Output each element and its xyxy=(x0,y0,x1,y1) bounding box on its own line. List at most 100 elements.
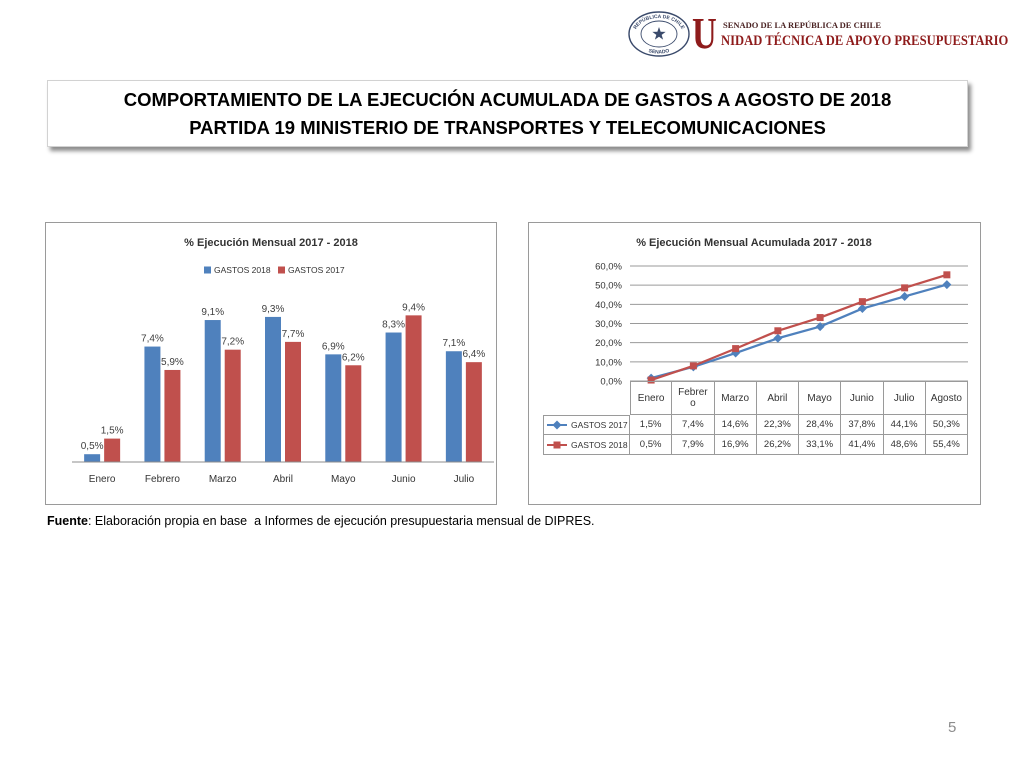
line-marker-gastos-2018-mayo xyxy=(816,314,824,322)
bar-gastos-2018-abril xyxy=(265,316,281,462)
slide-title-line2: PARTIDA 19 MINISTERIO DE TRANSPORTES Y T… xyxy=(189,116,826,138)
bar-x-tick-label-abril: Abril xyxy=(273,474,293,485)
table-legend-gastos-2017: GASTOS 2017 xyxy=(543,415,630,435)
line-marker-gastos-2017-mayo xyxy=(815,322,825,332)
table-value-gastos-2018-mayo: 33,1% xyxy=(799,435,842,455)
bar-chart-plot: 0,5% 1,5% Enero 7,4% 5,9% Febrero 9,1% 7,2% Marz… xyxy=(72,302,494,485)
line-y-tick-label-10: 10,0% xyxy=(595,357,622,368)
table-value-gastos-2017-mayo: 28,4% xyxy=(799,415,842,435)
table-value-gastos-2017-junio: 37,8% xyxy=(841,415,884,435)
table-header-agosto: Agosto xyxy=(925,381,968,415)
line-y-tick-label-40: 40,0% xyxy=(595,300,622,311)
table-header-enero-text: Enero xyxy=(637,392,665,404)
bar-data-label-gastos-2017-febrero: 5,9% xyxy=(161,357,184,368)
line-chart-data-table: Enero Febrero Marzo Abril Mayo Junio Julio Agos… xyxy=(543,381,968,455)
bar-gastos-2018-julio xyxy=(445,351,462,462)
bar-gastos-2017-junio xyxy=(405,315,422,462)
table-value-gastos-2017-junio-text: 37,8% xyxy=(848,419,876,430)
bar-x-tick-label-febrero: Febrero xyxy=(145,474,180,485)
bar-chart-canvas: % Ejecución Mensual 2017 - 2018 GASTOS 2… xyxy=(72,237,494,485)
bar-gastos-2017-febrero xyxy=(164,369,181,462)
bar-legend-label-gastos-2018: GASTOS 2018 xyxy=(214,265,271,275)
table-legend-gastos-2018: GASTOS 2018 xyxy=(543,435,630,455)
table-header-junio: Junio xyxy=(841,381,884,415)
bar-data-label-gastos-2017-abril: 7,7% xyxy=(282,329,305,340)
bar-x-tick-label-enero: Enero xyxy=(89,474,116,485)
bar-gastos-2017-abril xyxy=(285,341,301,462)
line-series-gastos-2018 xyxy=(650,273,948,382)
bar-data-label-gastos-2018-marzo: 9,1% xyxy=(201,307,224,318)
bar-data-label-gastos-2018-julio: 7,1% xyxy=(442,338,465,349)
bar-data-label-gastos-2018-febrero: 7,4% xyxy=(141,334,164,345)
line-marker-gastos-2017-junio xyxy=(857,304,867,314)
table-legend-marker-gastos-2018 xyxy=(553,441,561,448)
bar-data-label-gastos-2017-marzo: 7,2% xyxy=(221,337,244,348)
line-marker-gastos-2017-marzo xyxy=(731,348,741,358)
line-marker-gastos-2018-enero xyxy=(647,376,655,384)
bar-x-tick-label-julio: Julio xyxy=(454,474,475,485)
table-value-gastos-2017-agosto-text: 50,3% xyxy=(932,419,960,430)
bar-chart-legend: GASTOS 2018 GASTOS 2017 xyxy=(204,265,345,275)
bar-x-tick-label-junio: Junio xyxy=(392,474,416,485)
table-value-gastos-2018-julio: 48,6% xyxy=(883,435,926,455)
table-value-gastos-2017-abril: 22,3% xyxy=(756,415,799,435)
org-name-line1: SENADO DE LA REPÚBLICA DE CHILE xyxy=(723,20,881,30)
line-marker-gastos-2018-agosto xyxy=(943,271,951,279)
table-legend-marker-gastos-2017 xyxy=(552,420,562,430)
seal-bottom-text-wrap: SENADO xyxy=(648,48,670,55)
table-header-marzo: Marzo xyxy=(714,381,757,415)
source-text: : Elaboración propia en base a Informes … xyxy=(87,514,595,528)
table-value-gastos-2017-febrero-text: 7,4% xyxy=(682,419,704,430)
bar-data-label-gastos-2017-enero: 1,5% xyxy=(101,426,124,437)
line-y-tick-label-50: 50,0% xyxy=(595,281,622,292)
table-legend-label-gastos-2018: GASTOS 2018 xyxy=(571,439,628,450)
line-marker-gastos-2017-abril xyxy=(773,333,783,343)
table-value-gastos-2018-mayo-text: 33,1% xyxy=(806,439,834,450)
table-legend-key-gastos-2017 xyxy=(547,420,567,430)
bar-gastos-2017-enero xyxy=(104,438,121,462)
bar-x-tick-label-marzo: Marzo xyxy=(209,474,237,485)
table-header-mayo: Mayo xyxy=(799,381,842,415)
table-corner xyxy=(543,381,630,415)
table-value-gastos-2018-febrero-text: 7,9% xyxy=(682,439,704,450)
table-value-gastos-2017-enero-text: 1,5% xyxy=(639,419,662,430)
table-value-gastos-2018-abril-text: 26,2% xyxy=(763,439,791,450)
table-header-marzo-text: Marzo xyxy=(721,392,750,404)
bar-chart-title: % Ejecución Mensual 2017 - 2018 xyxy=(184,237,358,249)
table-value-gastos-2017-abril-text: 22,3% xyxy=(763,419,791,430)
table-header-junio-text: Junio xyxy=(849,392,874,404)
table-value-gastos-2017-mayo-text: 28,4% xyxy=(806,419,834,430)
table-legend-key-gastos-2018 xyxy=(547,441,567,448)
table-header-abril-text: Abril xyxy=(767,392,788,404)
bar-legend-swatch-gastos-2017 xyxy=(278,266,285,274)
table-value-gastos-2018-marzo: 16,9% xyxy=(714,435,757,455)
line-marker-gastos-2018-febrero xyxy=(689,362,697,370)
seal-inner-ring xyxy=(640,20,678,48)
bar-gastos-2017-julio xyxy=(465,362,482,462)
bar-gastos-2018-enero xyxy=(84,454,101,462)
bar-data-label-gastos-2018-junio: 8,3% xyxy=(382,320,405,331)
table-value-gastos-2017-julio: 44,1% xyxy=(883,415,926,435)
line-marker-gastos-2017-agosto xyxy=(942,280,952,290)
slide-title-box: COMPORTAMIENTO DE LA EJECUCIÓN ACUMULADA… xyxy=(47,80,968,147)
bar-gastos-2018-febrero xyxy=(144,346,161,462)
table-value-gastos-2018-junio-text: 41,4% xyxy=(848,439,876,450)
bar-data-label-gastos-2018-mayo: 6,9% xyxy=(322,341,345,352)
bar-data-label-gastos-2017-junio: 9,4% xyxy=(402,302,425,313)
table-header-julio-text: Julio xyxy=(893,392,915,404)
line-y-tick-label-20: 20,0% xyxy=(595,338,622,349)
table-value-gastos-2017-febrero: 7,4% xyxy=(672,415,715,435)
bar-data-label-gastos-2018-enero: 0,5% xyxy=(81,441,104,452)
table-value-gastos-2017-marzo: 14,6% xyxy=(714,415,757,435)
cumulative-execution-line-chart: % Ejecución Mensual Acumulada 2017 - 201… xyxy=(528,222,981,505)
monthly-execution-bar-chart: % Ejecución Mensual 2017 - 2018 GASTOS 2… xyxy=(45,222,497,505)
table-value-gastos-2017-julio-text: 44,1% xyxy=(890,419,918,430)
line-series-gastos-2017 xyxy=(650,283,948,380)
bar-gastos-2018-mayo xyxy=(325,354,342,462)
table-value-gastos-2017-agosto: 50,3% xyxy=(925,415,968,435)
table-header-abril: Abril xyxy=(756,381,799,415)
table-header-julio: Julio xyxy=(883,381,926,415)
table-value-gastos-2018-agosto-text: 55,4% xyxy=(932,439,960,450)
table-value-gastos-2018-marzo-text: 16,9% xyxy=(721,439,749,450)
line-marker-gastos-2017-julio xyxy=(900,291,910,301)
